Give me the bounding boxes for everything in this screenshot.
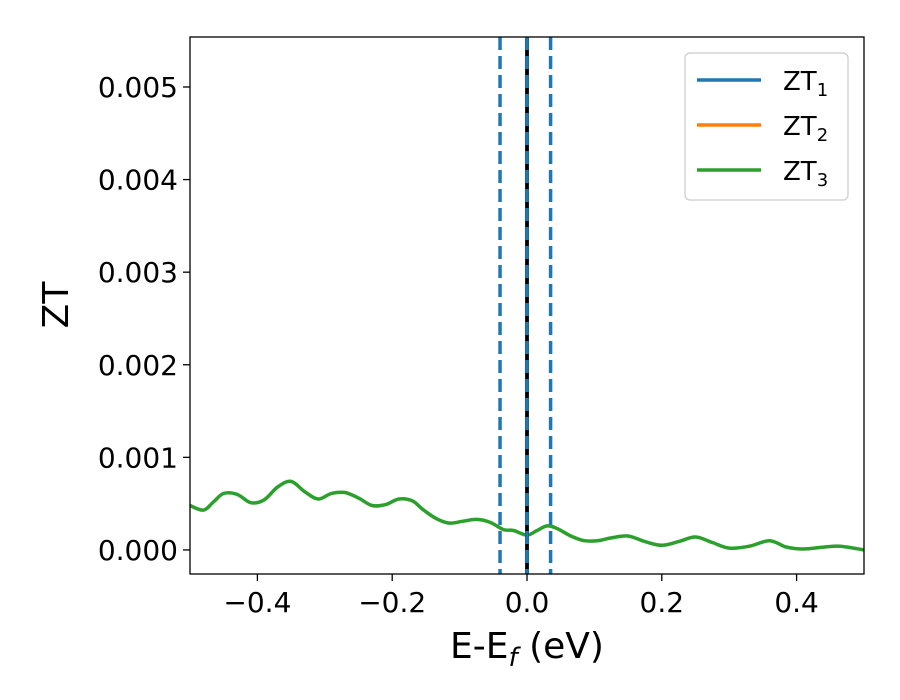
x-axis: −0.4 −0.2 0.0 0.2 0.4 bbox=[223, 574, 819, 619]
x-tick-label: −0.2 bbox=[358, 586, 426, 619]
x-tick-label: 0.2 bbox=[640, 586, 685, 619]
legend-label-1: ZT1 bbox=[783, 67, 828, 101]
y-tick-label: 0.001 bbox=[98, 441, 178, 474]
legend-label-3: ZT3 bbox=[783, 157, 828, 191]
x-axis-label: E-Ef (eV) bbox=[450, 626, 604, 673]
x-tick-label: −0.4 bbox=[223, 586, 291, 619]
legend: ZT1 ZT2 ZT3 bbox=[684, 52, 849, 201]
x-tick-label: 0.0 bbox=[505, 586, 550, 619]
y-tick-label: 0.000 bbox=[98, 534, 178, 567]
y-axis: 0.000 0.001 0.002 0.003 0.004 0.005 bbox=[98, 71, 190, 567]
y-tick-label: 0.002 bbox=[98, 349, 178, 382]
y-tick-label: 0.003 bbox=[98, 256, 178, 289]
y-axis-label: ZT bbox=[36, 281, 77, 329]
y-tick-label: 0.005 bbox=[98, 71, 178, 104]
y-tick-label: 0.004 bbox=[98, 164, 178, 197]
series-line-3 bbox=[190, 479, 864, 552]
legend-box bbox=[684, 52, 849, 201]
legend-label-2: ZT2 bbox=[783, 112, 828, 146]
x-tick-label: 0.4 bbox=[774, 586, 819, 619]
